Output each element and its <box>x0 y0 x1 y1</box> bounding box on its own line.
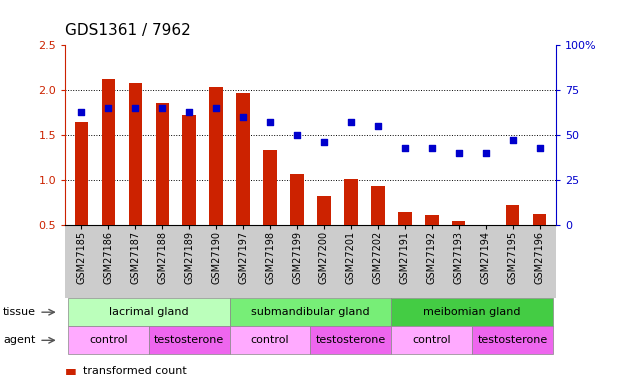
Point <box>265 119 275 125</box>
Text: meibomian gland: meibomian gland <box>424 307 521 317</box>
Point <box>319 139 329 145</box>
Text: tissue: tissue <box>3 307 36 317</box>
Bar <box>129 83 142 225</box>
Text: agent: agent <box>3 335 35 345</box>
Text: testosterone: testosterone <box>478 335 548 345</box>
Text: testosterone: testosterone <box>154 335 224 345</box>
Text: control: control <box>412 335 451 345</box>
Point <box>427 145 437 151</box>
Bar <box>237 93 250 225</box>
Bar <box>209 87 223 225</box>
Point <box>508 137 518 143</box>
Text: transformed count: transformed count <box>83 366 186 375</box>
Bar <box>344 179 358 225</box>
Point <box>184 109 194 115</box>
Bar <box>155 104 169 225</box>
Bar <box>506 205 519 225</box>
Point <box>103 105 113 111</box>
Point <box>211 105 221 111</box>
Bar <box>371 186 384 225</box>
Text: GDS1361 / 7962: GDS1361 / 7962 <box>65 22 191 38</box>
Bar <box>533 214 546 225</box>
Point <box>292 132 302 138</box>
Text: lacrimal gland: lacrimal gland <box>109 307 189 317</box>
Text: ■: ■ <box>65 366 77 375</box>
Point <box>400 145 410 151</box>
Point <box>454 150 464 156</box>
Point <box>238 114 248 120</box>
Bar <box>263 150 277 225</box>
Bar <box>425 215 438 225</box>
Point <box>157 105 167 111</box>
Bar <box>183 115 196 225</box>
Text: testosterone: testosterone <box>316 335 386 345</box>
Bar <box>398 211 412 225</box>
Bar <box>75 122 88 225</box>
Bar <box>102 79 115 225</box>
Bar <box>452 221 466 225</box>
Point <box>535 145 545 151</box>
Point <box>130 105 140 111</box>
Bar <box>317 196 331 225</box>
Point <box>76 109 86 115</box>
Text: control: control <box>251 335 289 345</box>
Text: submandibular gland: submandibular gland <box>251 307 370 317</box>
Bar <box>290 174 304 225</box>
Point <box>481 150 491 156</box>
Text: control: control <box>89 335 128 345</box>
Point <box>373 123 383 129</box>
Point <box>346 119 356 125</box>
